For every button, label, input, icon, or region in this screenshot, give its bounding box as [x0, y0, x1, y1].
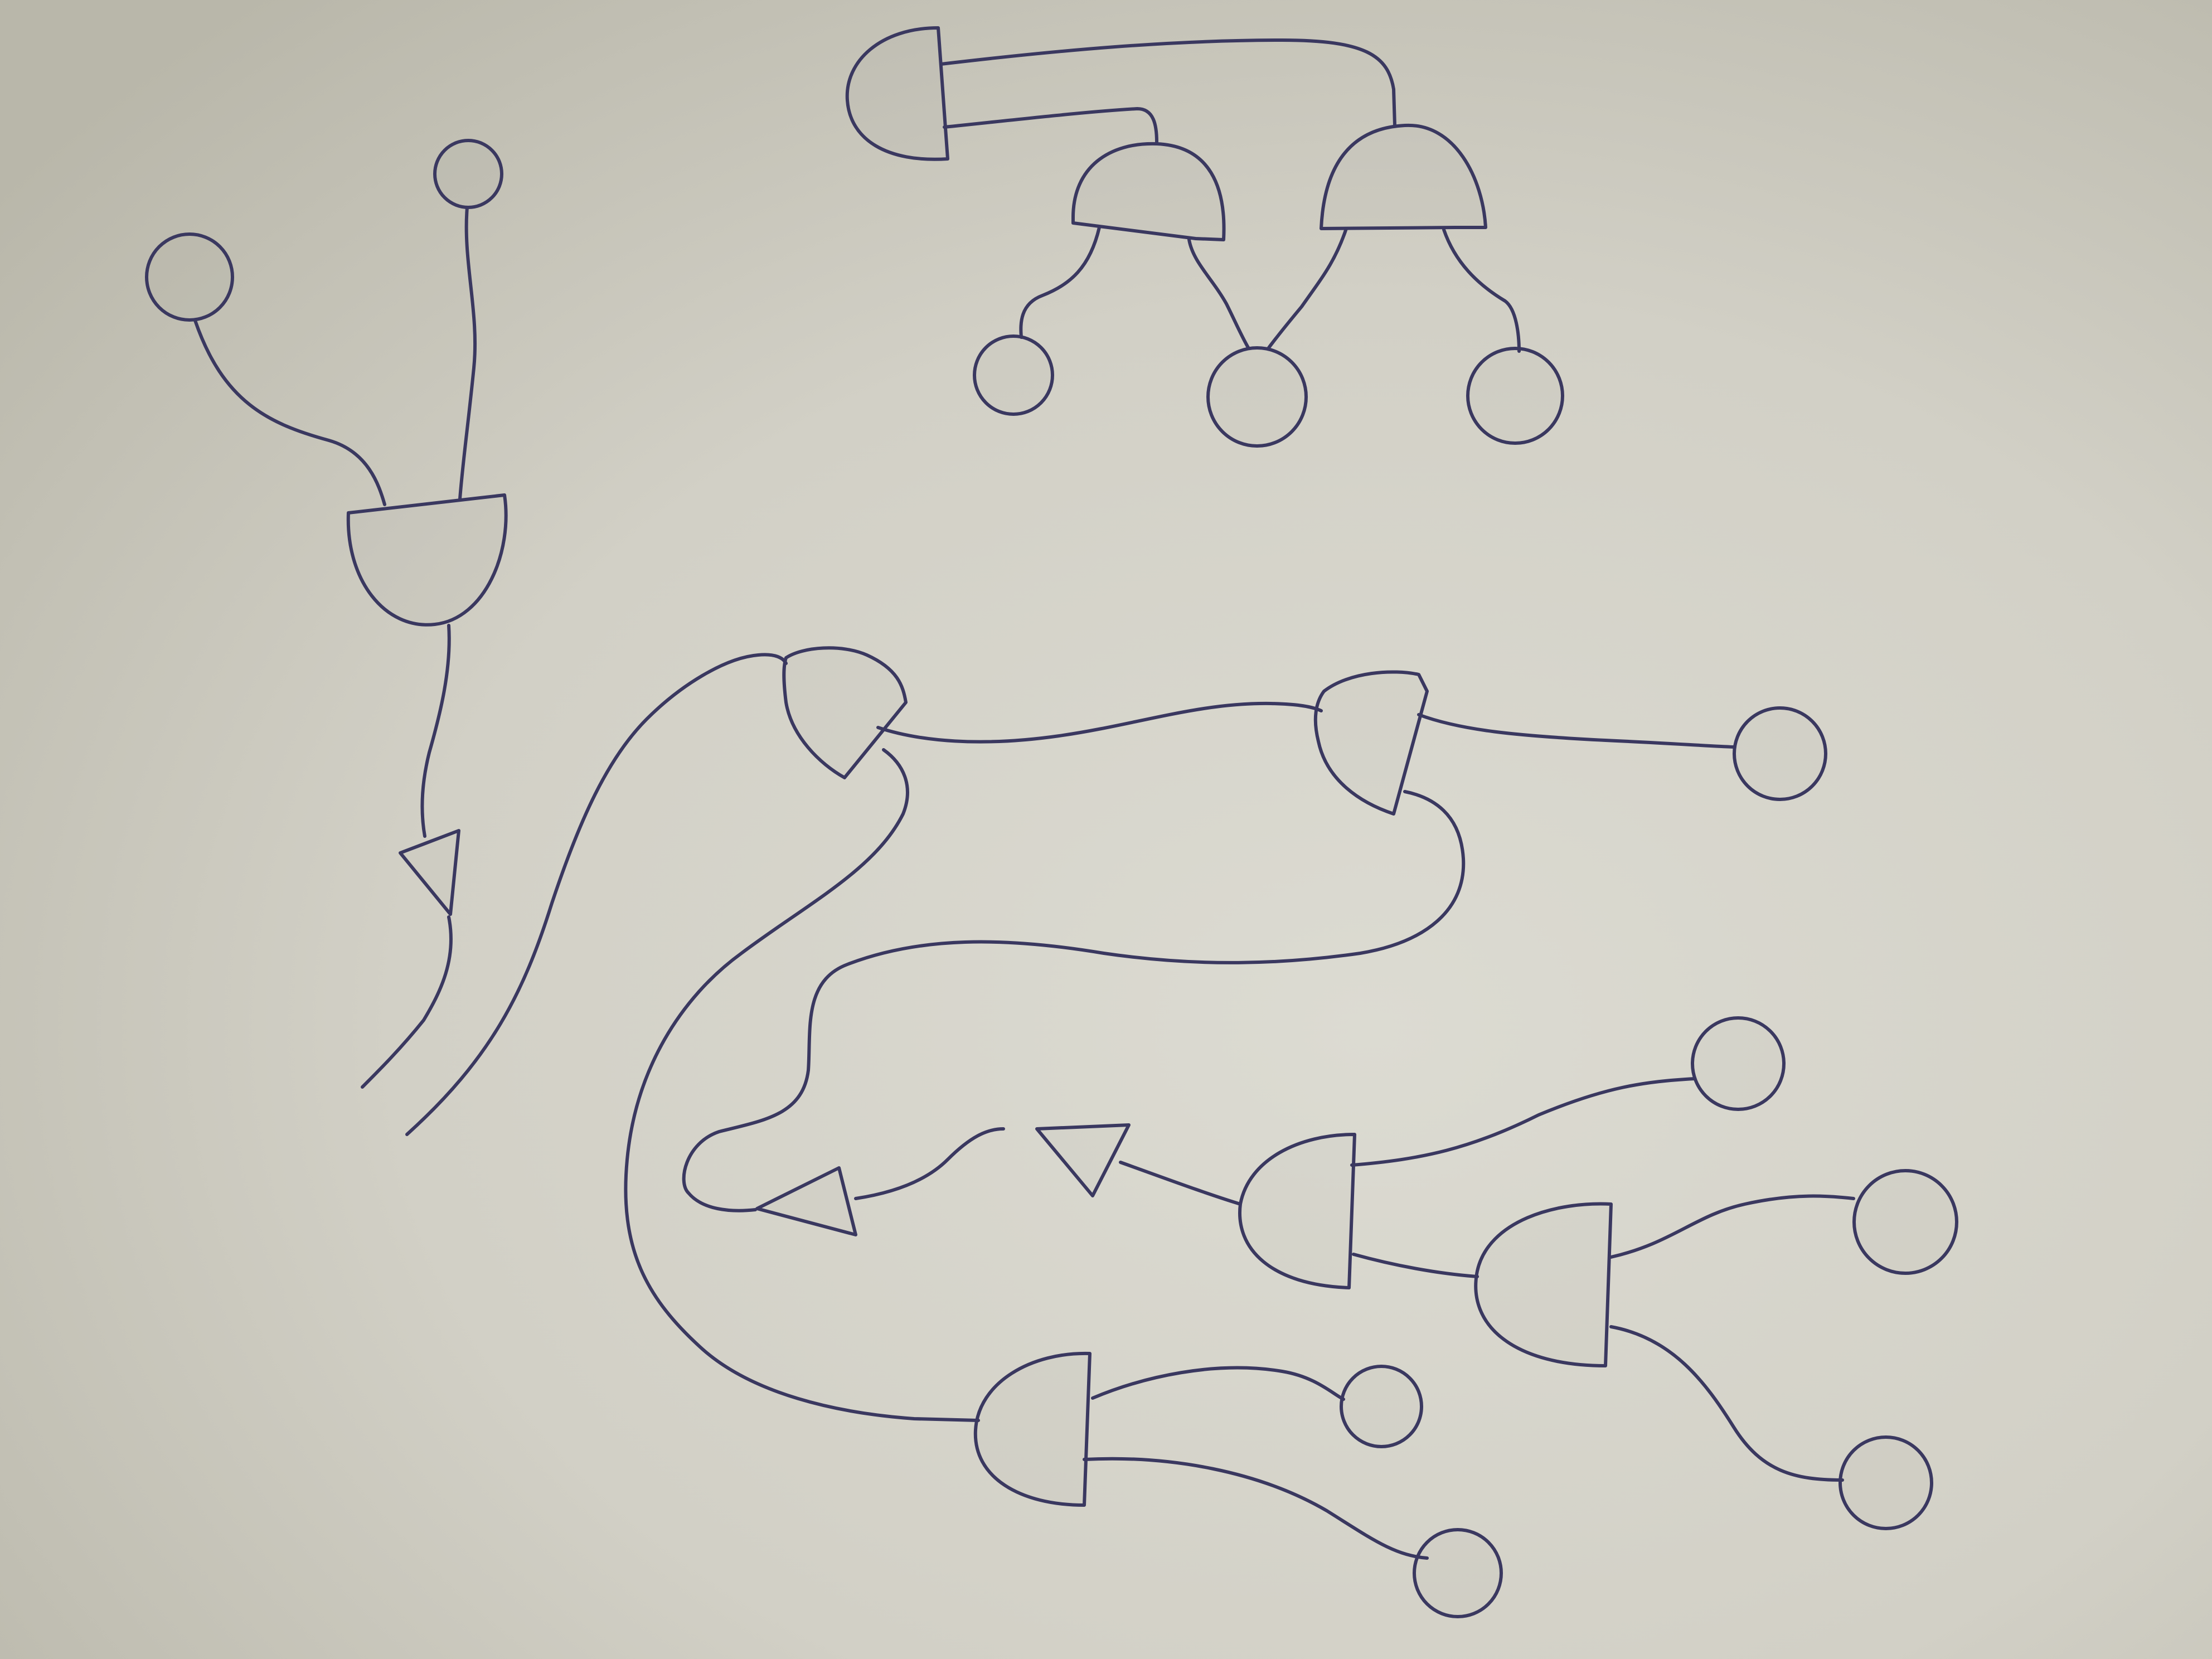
wire: [458, 206, 477, 501]
input-circle: [1839, 1435, 1933, 1530]
group-top-left: [145, 139, 508, 1089]
wire: [943, 107, 1158, 144]
wire: [1091, 1366, 1345, 1401]
wire: [1267, 227, 1348, 350]
and-gate: [1474, 1202, 1613, 1367]
wire: [939, 38, 1396, 127]
input-circle: [1852, 1169, 1958, 1275]
input-circle: [1413, 1528, 1503, 1618]
wire: [1119, 1161, 1242, 1206]
group-bottom-main: [405, 646, 1958, 1618]
wire: [876, 701, 1323, 744]
input-circle: [1340, 1365, 1423, 1448]
and-gate: [1313, 670, 1429, 816]
input-circle: [1691, 1016, 1786, 1111]
and-gate: [1320, 123, 1487, 230]
input-circle: [1466, 347, 1564, 445]
wire: [1187, 238, 1250, 350]
wire: [1609, 1325, 1844, 1482]
and-gate: [782, 646, 908, 779]
input-circle: [1733, 706, 1827, 801]
and-gate: [1238, 1133, 1356, 1289]
and-gate: [973, 1351, 1092, 1507]
and-gate: [845, 26, 949, 161]
wire: [361, 915, 453, 1089]
wire: [405, 653, 788, 1136]
buffer-triangle: [1035, 1123, 1131, 1197]
input-circle: [973, 334, 1054, 416]
input-circle: [145, 232, 234, 322]
wire: [1442, 228, 1521, 353]
buffer-triangle: [755, 1166, 857, 1236]
wire: [1350, 1077, 1696, 1167]
input-circle: [1206, 346, 1308, 448]
wire: [854, 1127, 1005, 1200]
group-top-right: [845, 26, 1564, 448]
wire: [1352, 1253, 1479, 1278]
wire: [1019, 226, 1101, 339]
and-gate: [1071, 142, 1226, 241]
input-circle: [433, 139, 503, 209]
wire: [1417, 713, 1735, 749]
wire: [682, 790, 1466, 1212]
wire: [1609, 1194, 1855, 1259]
wire: [193, 319, 386, 506]
buffer-triangle: [399, 829, 460, 916]
wire: [624, 748, 980, 1422]
wire: [420, 624, 451, 838]
wire: [1083, 1457, 1429, 1560]
and-gate: [346, 493, 508, 627]
